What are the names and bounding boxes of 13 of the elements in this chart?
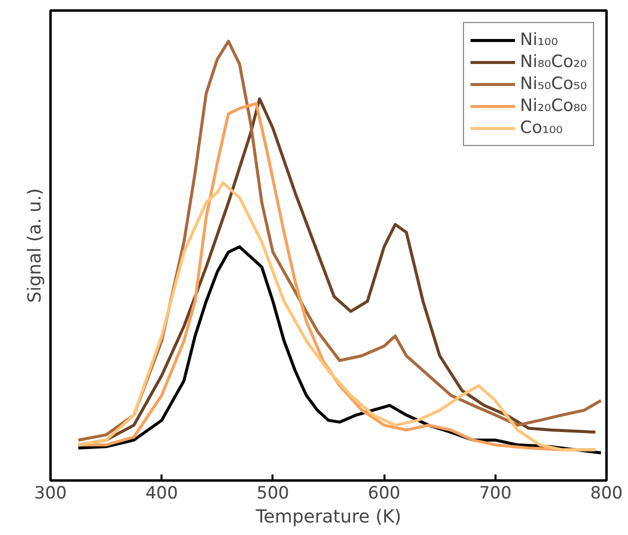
y-axis-title: Signal (a. u.) bbox=[24, 188, 46, 303]
x-tick-label: 800 bbox=[590, 484, 623, 504]
x-tick-label: 600 bbox=[368, 484, 400, 504]
legend-label: Ni₁₀₀ bbox=[520, 29, 558, 51]
legend-label: Ni₈₀Co₂₀ bbox=[520, 51, 587, 73]
legend-label: Co₁₀₀ bbox=[520, 117, 563, 139]
x-tick-label: 300 bbox=[34, 484, 67, 504]
legend-label: Ni₂₀Co₈₀ bbox=[520, 95, 587, 117]
legend-label: Ni₅₀Co₅₀ bbox=[520, 73, 587, 95]
x-tick-label: 700 bbox=[479, 484, 512, 504]
x-tick-label: 500 bbox=[256, 484, 290, 504]
x-tick-label: 400 bbox=[145, 484, 178, 504]
x-axis-title: Temperature (K) bbox=[254, 506, 402, 528]
